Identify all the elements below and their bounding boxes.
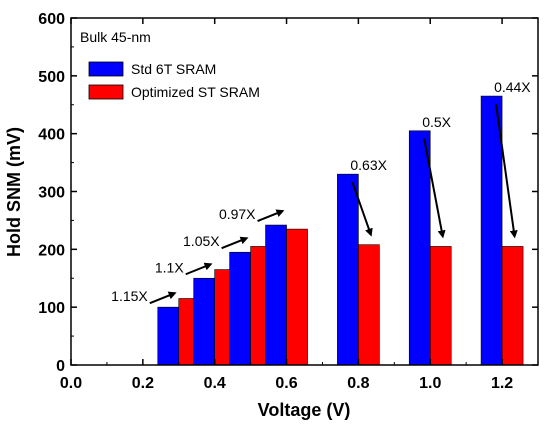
x-tick-label: 0.4: [204, 375, 226, 392]
legend-swatch-std-6t: [88, 61, 124, 77]
bar-optimized-st: [358, 244, 380, 366]
x-tick-label: 1.0: [419, 375, 441, 392]
legend-swatch-optimized-st: [88, 84, 124, 100]
bar-std-6t: [480, 95, 503, 366]
ratio-arrow: [221, 236, 249, 250]
ratio-label: 0.63X: [350, 157, 387, 173]
y-axis-title: Hold SNM (mV): [4, 127, 24, 257]
x-tick-label: 0.8: [347, 375, 369, 392]
x-tick-label: 0.0: [60, 375, 82, 392]
bars-layer: [157, 95, 524, 366]
ratio-arrow: [351, 181, 373, 237]
bar-std-6t: [193, 277, 215, 366]
legend-label-std-6t: Std 6T SRAM: [131, 61, 216, 77]
bar-std-6t: [408, 130, 431, 366]
y-tick-label: 100: [38, 300, 65, 317]
ratio-arrow: [423, 138, 446, 239]
x-axis-title: Voltage (V): [258, 400, 351, 420]
y-tick-label: 400: [38, 127, 65, 144]
y-tick-label: 300: [38, 185, 65, 202]
x-axis: 0.0 0.2 0.4 0.6 0.8 1.0 1.2: [60, 18, 513, 392]
bar-optimized-st: [429, 246, 452, 366]
bar-optimized-st: [286, 228, 308, 366]
ratio-label: 0.5X: [422, 114, 451, 130]
y-tick-label: 0: [56, 358, 65, 375]
y-tick-label: 200: [38, 242, 65, 259]
legend: Std 6T SRAM Optimized ST SRAM: [88, 61, 260, 100]
x-tick-label: 1.2: [491, 375, 513, 392]
y-axis: 0 100 200 300 400 500 600: [38, 11, 538, 375]
x-tick-label: 0.6: [275, 375, 297, 392]
bar-optimized-st: [501, 246, 524, 366]
ratio-arrow: [495, 103, 518, 239]
ratio-label: 0.97X: [219, 206, 256, 222]
ratio-labels-layer: 1.15X 1.1X 1.05X 0.97X 0.63X 0.5X 0.44X: [111, 79, 531, 304]
ratio-arrow: [185, 262, 213, 276]
ratio-label: 1.05X: [183, 233, 220, 249]
ratio-arrow: [149, 291, 177, 305]
bar-std-6t: [157, 306, 180, 366]
ratio-arrows-layer: [149, 103, 518, 305]
ratio-label: 1.15X: [111, 288, 148, 304]
ratio-label: 0.44X: [494, 79, 531, 95]
bar-std-6t: [229, 251, 251, 366]
ratio-label: 1.1X: [155, 259, 184, 275]
annotation-box-label: Bulk 45-nm: [80, 29, 151, 45]
y-tick-label: 500: [38, 69, 65, 86]
bar-std-6t: [265, 224, 287, 366]
bar-std-6t: [337, 173, 359, 366]
x-tick-label: 0.2: [132, 375, 154, 392]
legend-label-optimized-st: Optimized ST SRAM: [131, 84, 260, 100]
ratio-arrow: [257, 209, 285, 222]
y-tick-label: 600: [38, 11, 65, 28]
